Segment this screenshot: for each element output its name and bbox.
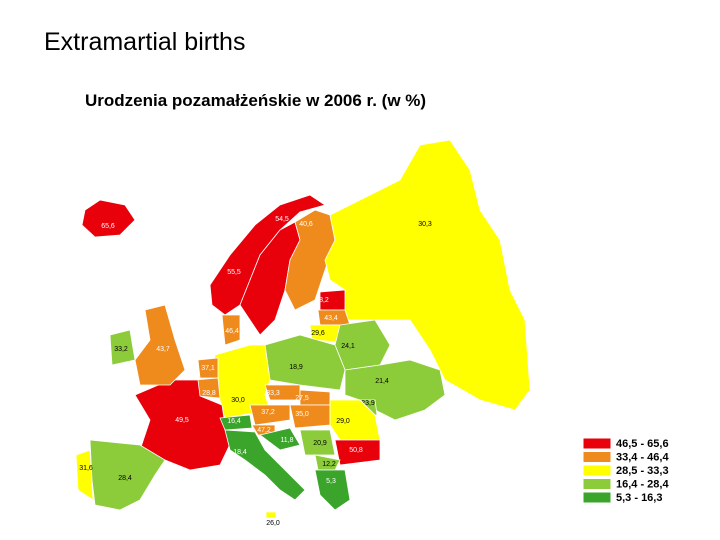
region <box>224 429 306 501</box>
region-label: 55,5 <box>227 269 241 276</box>
legend-label: 28,5 - 33,3 <box>616 465 669 477</box>
region-label: 28,4 <box>118 475 132 482</box>
region-label: 33,3 <box>266 390 280 397</box>
region-label: 35,0 <box>295 411 309 418</box>
legend-swatch <box>582 464 612 477</box>
region-label: 50,8 <box>349 447 363 454</box>
region <box>221 314 241 346</box>
region-label: 43,4 <box>324 315 338 322</box>
legend-swatch <box>582 491 612 504</box>
region-label: 21,4 <box>375 378 389 385</box>
region-label: 33,2 <box>114 346 128 353</box>
legend-label: 16,4 - 28,4 <box>616 478 669 490</box>
region-label: 43,7 <box>156 346 170 353</box>
region <box>134 304 186 386</box>
region <box>299 429 336 456</box>
legend-label: 5,3 - 16,3 <box>616 492 662 504</box>
region-label: 40,6 <box>299 221 313 228</box>
region <box>219 414 253 431</box>
region-label: 29,6 <box>311 330 325 337</box>
legend-swatch <box>582 437 612 450</box>
region <box>109 329 136 366</box>
region-label: 16,4 <box>227 418 241 425</box>
region-label: 46,4 <box>225 328 239 335</box>
region <box>81 199 136 238</box>
region <box>314 469 351 511</box>
legend-swatch <box>582 478 612 490</box>
region-label: 12,2 <box>322 461 336 468</box>
map-title: Urodzenia pozamałżeńskie w 2006 r. (w %) <box>85 91 426 110</box>
legend-label: 33,4 - 46,4 <box>616 451 669 463</box>
region-label: 18,4 <box>233 449 247 456</box>
region <box>75 449 94 501</box>
region-label: 47,2 <box>257 427 271 434</box>
region-label: 18,9 <box>289 364 303 371</box>
region <box>284 209 336 311</box>
region-label: 28,8 <box>202 390 216 397</box>
region <box>334 439 381 466</box>
region-label: 11,8 <box>280 437 293 444</box>
region-label: 37,1 <box>201 365 215 372</box>
legend-label: 46,5 - 65,6 <box>616 438 669 450</box>
region-label: 30,0 <box>231 397 245 404</box>
region-label: 31,6 <box>79 465 93 472</box>
region <box>259 427 301 451</box>
region-label: 49,5 <box>175 417 189 424</box>
region-label: 58,2 <box>315 297 329 304</box>
region-label: 37,2 <box>261 409 275 416</box>
region <box>324 139 531 411</box>
region-label: 30,3 <box>418 221 432 228</box>
region-label: 23,9 <box>361 400 375 407</box>
region-label: 54,5 <box>275 216 289 223</box>
region <box>265 511 277 519</box>
region-label: 29,0 <box>336 418 350 425</box>
region <box>264 334 346 391</box>
region-label: 27,5 <box>295 395 309 402</box>
region <box>249 404 291 426</box>
region <box>89 439 166 511</box>
region-label: 20,9 <box>313 440 327 447</box>
region-label: 26,0 <box>266 520 280 527</box>
region-label: 5,3 <box>326 478 336 485</box>
legend-swatch <box>582 451 612 463</box>
slide-title: Extramartial births <box>44 28 246 56</box>
region-label: 24,1 <box>341 343 355 350</box>
region-label: 65,6 <box>101 223 115 230</box>
